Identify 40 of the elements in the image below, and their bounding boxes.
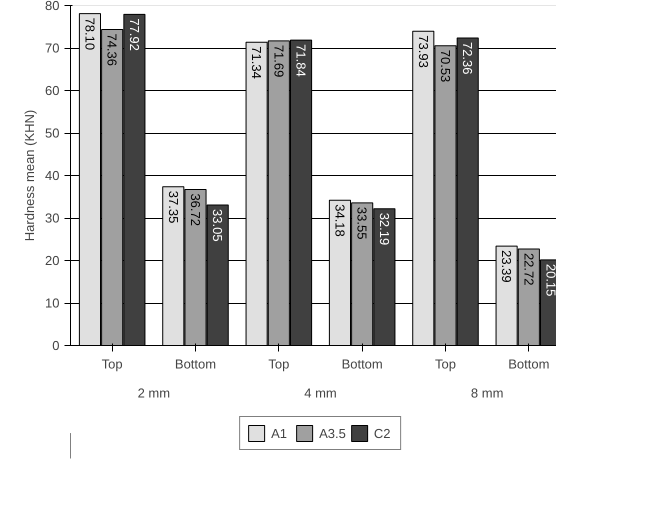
data-label: 71.84 <box>294 44 309 77</box>
y-tick-label: 50 <box>45 126 60 140</box>
x-tick-label: Top <box>102 356 123 372</box>
y-tick-label: 10 <box>45 296 60 310</box>
x-tick-label: Bottom <box>342 356 383 372</box>
legend-label: A3.5 <box>319 426 346 440</box>
text: 4 mm <box>304 386 337 400</box>
data-label: 20.15 <box>544 264 559 296</box>
y-tick-label: 70 <box>45 40 60 56</box>
y-tick-label: 0 <box>52 338 60 353</box>
data-label: 78.10 <box>82 18 98 50</box>
y-tick-label: 60 <box>45 83 60 98</box>
data-label: 70.53 <box>438 50 453 82</box>
data-label: 71.34 <box>249 46 264 79</box>
data-label: 34.18 <box>332 204 348 237</box>
x-tick-label: Bottom <box>174 356 216 372</box>
data-label: 33.55 <box>354 206 370 240</box>
data-label: 22.72 <box>521 252 536 286</box>
text: 2 mm <box>138 386 170 400</box>
data-label: 72.36 <box>460 42 476 75</box>
legend-label: C2 <box>374 426 392 440</box>
data-label: 36.72 <box>188 193 203 226</box>
y-tick-label: 80 <box>45 0 60 13</box>
y-tick-label: 20 <box>45 253 60 268</box>
data-label: 23.39 <box>499 250 514 283</box>
x-tick-label: Top <box>435 356 456 372</box>
x-tick-label: Bottom <box>508 356 550 372</box>
data-label: 73.93 <box>416 35 431 68</box>
data-label: 74.36 <box>104 33 120 66</box>
data-label: 33.05 <box>210 209 226 242</box>
data-label: 37.35 <box>166 190 181 224</box>
data-label: 32.19 <box>376 212 392 246</box>
data-label: 77.92 <box>126 18 142 51</box>
y-axis-title: Hardness mean (KHN) <box>22 110 38 242</box>
text: 8 mm <box>470 386 504 400</box>
legend-label: A1 <box>271 426 288 440</box>
data-label: 71.69 <box>271 44 286 78</box>
x-tick-label: Top <box>268 356 290 372</box>
y-tick-label: 40 <box>45 168 60 183</box>
y-tick-label: 30 <box>45 210 60 226</box>
